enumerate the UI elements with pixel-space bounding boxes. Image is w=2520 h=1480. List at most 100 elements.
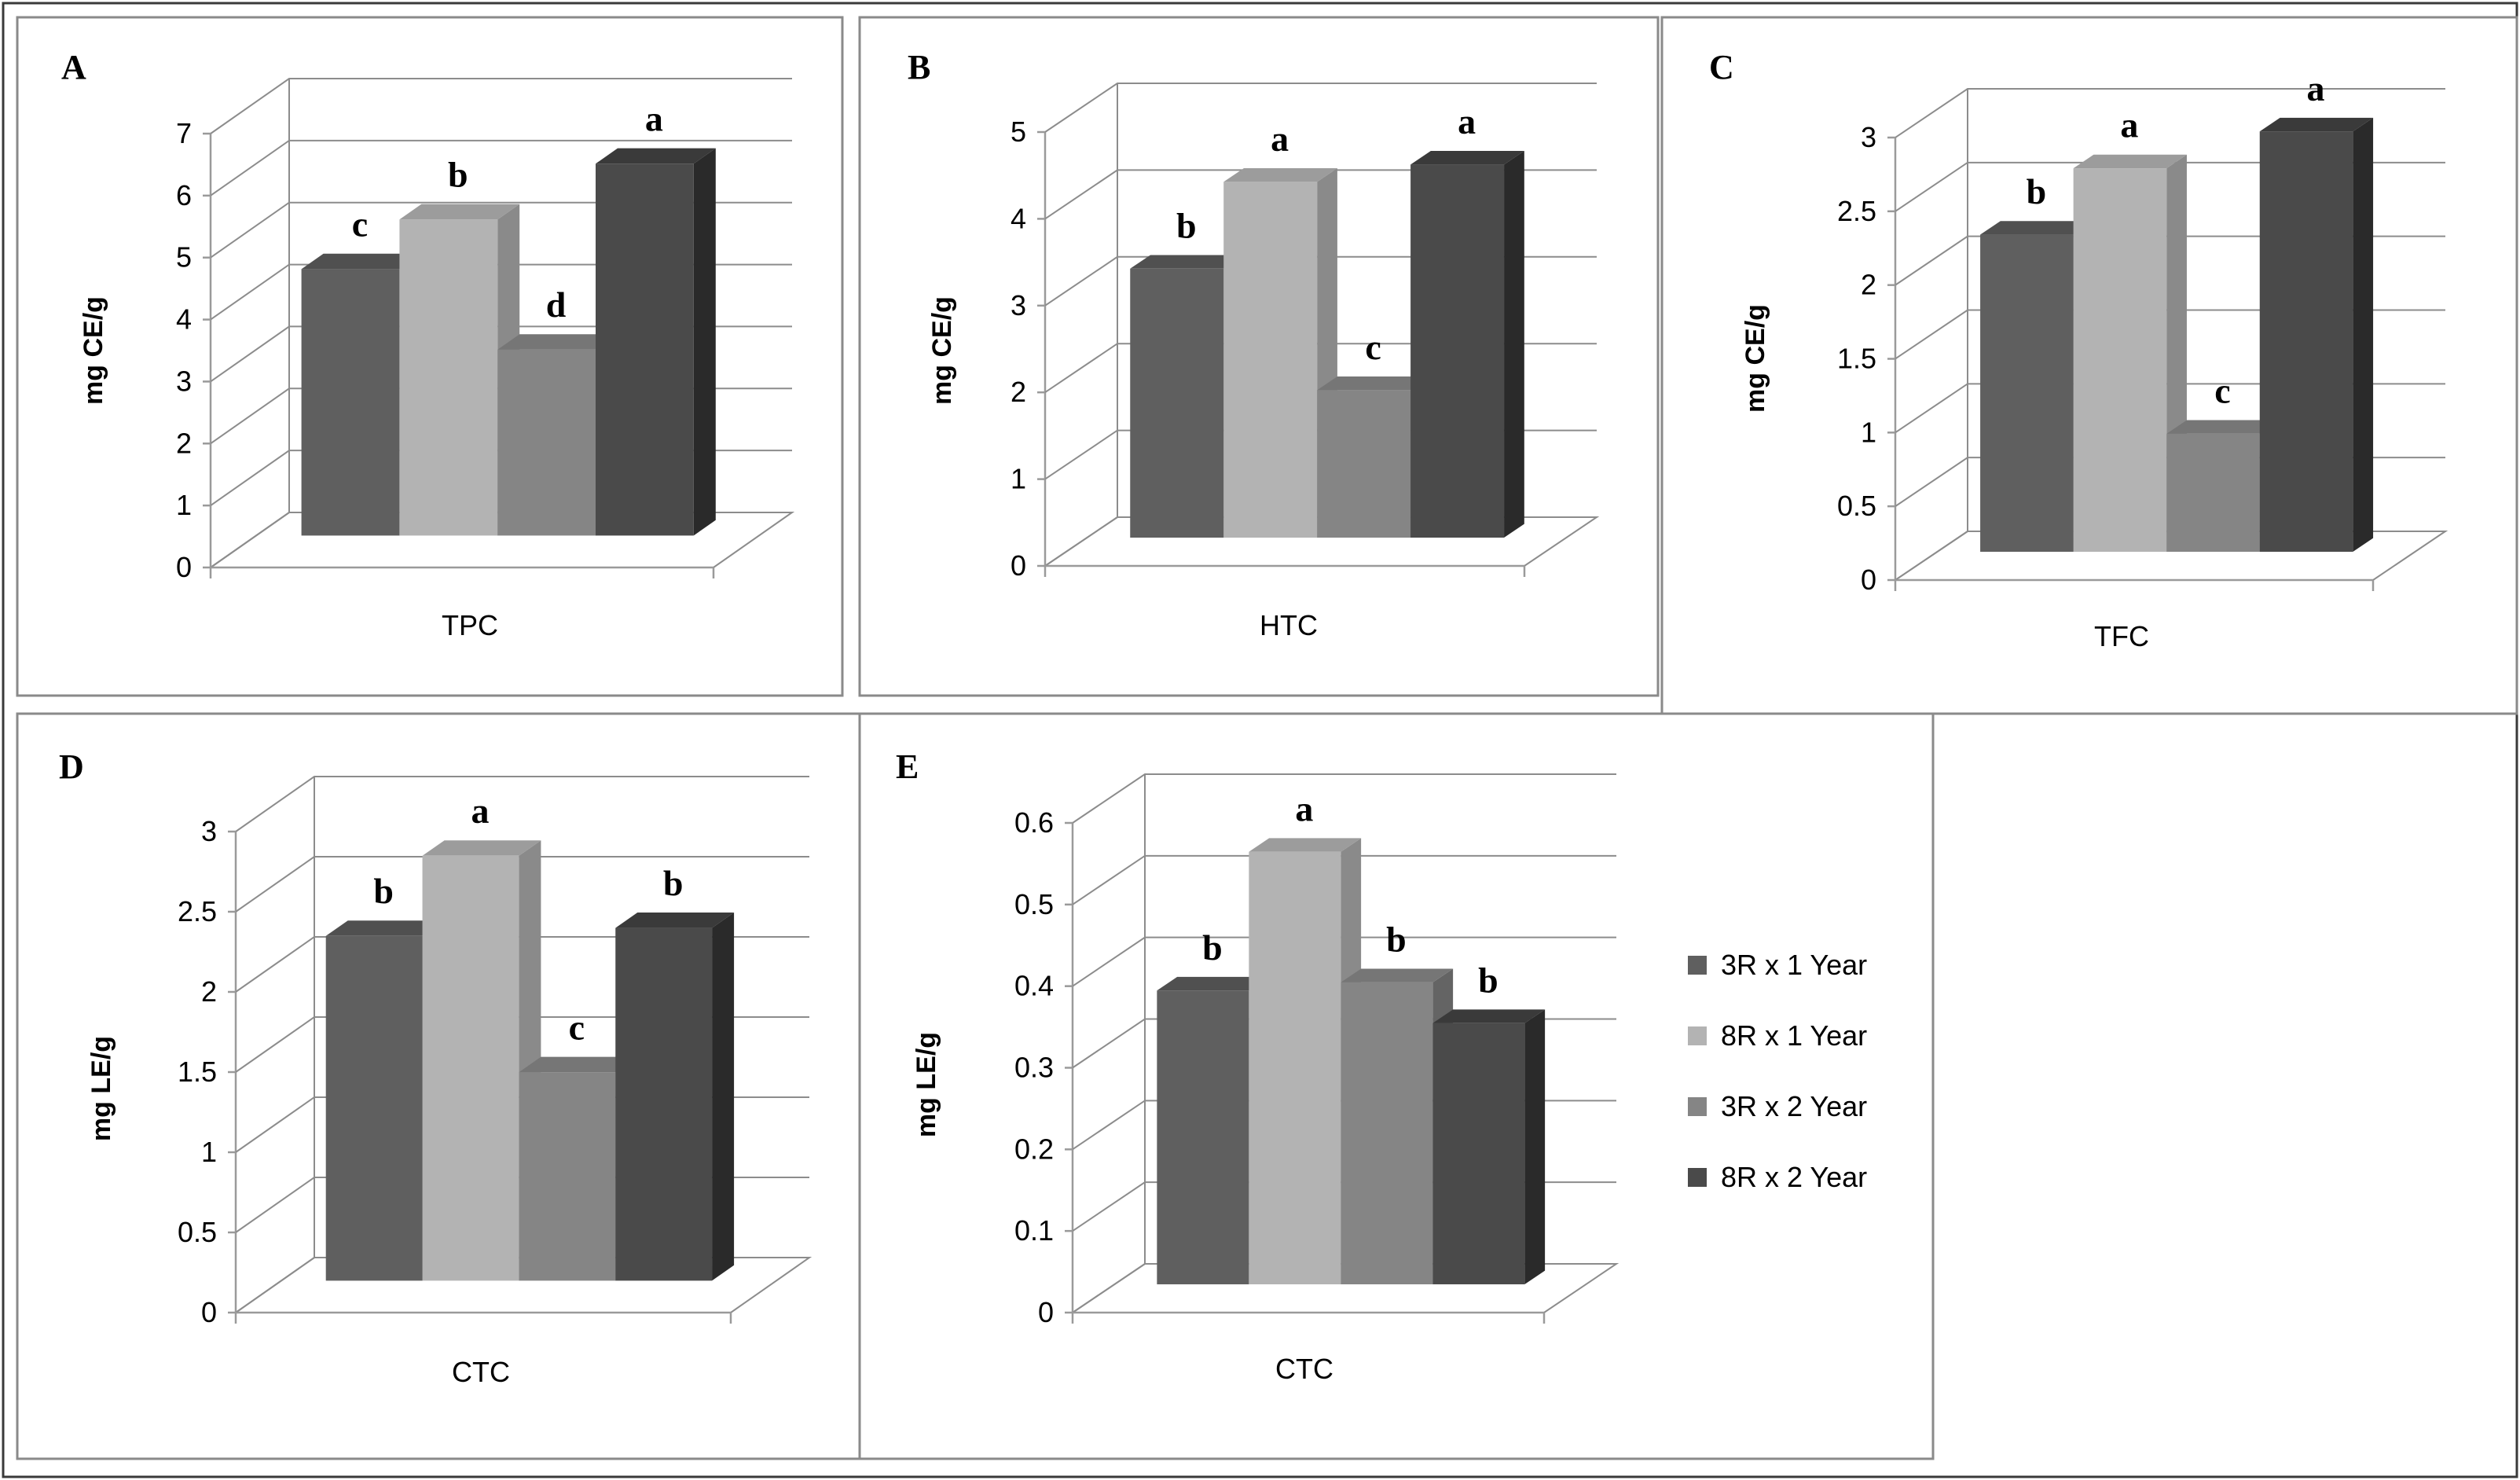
gridline (1072, 936, 1616, 987)
significance-letter: a (2307, 68, 2325, 108)
significance-letter: b (373, 871, 394, 911)
significance-letter: b (663, 863, 684, 903)
y-tick-label: 4 (176, 303, 192, 336)
y-tick-label: 0.3 (1014, 1052, 1054, 1084)
bar-8r-x-2-year (596, 148, 716, 536)
y-tick-label: 2 (1861, 269, 1876, 301)
significance-letter: c (569, 1008, 585, 1048)
bar-top (301, 253, 422, 270)
bar-front (422, 855, 519, 1281)
bar-side (693, 148, 716, 536)
bar-front (1157, 990, 1249, 1285)
significance-letter: b (1202, 927, 1223, 968)
bar-side (2353, 117, 2374, 553)
bar-front (1130, 268, 1224, 538)
legend-item: 8R x 2 Year (1688, 1161, 1867, 1193)
bar-front (301, 269, 400, 536)
bar-front (1980, 234, 2074, 553)
bar-front (596, 163, 694, 536)
y-axis-label: mg CE/g (927, 296, 957, 405)
y-tick-label: 7 (176, 117, 192, 149)
bar-top (422, 840, 541, 856)
legend-label: 8R x 2 Year (1721, 1161, 1867, 1193)
significance-letter: b (1478, 960, 1498, 1000)
panel-letter: C (1709, 48, 1734, 86)
y-tick-label: 0.2 (1014, 1133, 1054, 1165)
y-axis-label: mg CE/g (1741, 304, 1770, 413)
bar-top (497, 334, 618, 350)
gridline (1072, 854, 1616, 905)
significance-letter: a (1271, 119, 1289, 159)
bar-front (1249, 851, 1341, 1285)
y-tick-label: 1 (1861, 416, 1876, 448)
bar-top (1980, 221, 2094, 235)
y-tick-label: 0.5 (1014, 888, 1054, 920)
bar-front (1410, 164, 1505, 538)
y-tick-label: 3 (1011, 289, 1026, 321)
bar-8r-x-2-year (1432, 1009, 1546, 1285)
gridline (1044, 83, 1597, 133)
y-tick-label: 5 (176, 241, 192, 274)
bar-top (1317, 376, 1431, 391)
x-axis-label: TFC (2094, 620, 2149, 652)
significance-letter: b (1176, 205, 1197, 245)
significance-letter: b (1386, 919, 1407, 959)
significance-letter: a (1458, 101, 1476, 141)
panel-letter: B (908, 48, 930, 86)
x-axis-label: CTC (1275, 1353, 1333, 1385)
significance-letter: d (546, 285, 567, 325)
y-tick-label: 2.5 (1837, 195, 1876, 227)
bar-side (712, 913, 735, 1281)
gridline (235, 856, 809, 913)
legend-label: 8R x 1 Year (1721, 1019, 1867, 1052)
y-tick-label: 6 (176, 179, 192, 211)
gridline (210, 139, 792, 196)
y-tick-label: 0 (176, 551, 192, 583)
y-tick-label: 2 (176, 427, 192, 459)
bar-front (1432, 1023, 1525, 1285)
y-axis-label: mg CE/g (79, 296, 108, 405)
bar-front (2073, 168, 2167, 553)
gridline (210, 78, 792, 134)
bar-front (325, 935, 423, 1281)
y-tick-label: 3 (201, 815, 217, 847)
significance-letter: c (2214, 371, 2230, 411)
bar-front (399, 219, 498, 536)
y-axis-label: mg LE/g (912, 1032, 941, 1137)
legend-swatch (1688, 1026, 1707, 1045)
y-tick-label: 1 (1011, 463, 1026, 495)
chart-panels: 0 1 2 3 4 5 6 7 c b d a A TPC mg CE/g 0 1 2 3 4 5 b a c a B HTC mg … (16, 16, 2518, 1460)
y-tick-label: 3 (176, 365, 192, 397)
significance-letter: c (1365, 327, 1381, 367)
y-tick-label: 1 (176, 489, 192, 521)
legend-swatch (1688, 1168, 1707, 1187)
bar-8r-x-2-year (615, 913, 735, 1281)
bar-front (2166, 433, 2260, 553)
y-tick-label: 4 (1011, 202, 1026, 234)
y-tick-label: 0.4 (1014, 970, 1054, 1002)
bar-top (325, 920, 445, 936)
bar-top (1249, 838, 1362, 852)
bar-8r-x-2-year (2259, 117, 2374, 553)
significance-letter: b (448, 155, 468, 195)
bar-side (1504, 150, 1524, 538)
significance-letter: a (1295, 788, 1313, 828)
significance-letter: a (2120, 105, 2138, 145)
legend-item: 3R x 1 Year (1688, 949, 1867, 981)
significance-letter: c (352, 204, 368, 244)
y-tick-label: 1.5 (1837, 343, 1876, 375)
y-axis-label: mg LE/g (86, 1036, 116, 1141)
bar-front (1341, 982, 1433, 1285)
legend-item: 8R x 1 Year (1688, 1019, 1867, 1052)
x-axis-label: CTC (452, 1356, 510, 1388)
y-tick-label: 1.5 (178, 1056, 217, 1088)
bar-top (1130, 255, 1244, 269)
bar-front (1223, 182, 1318, 538)
chart-panel-e: 0 0.1 0.2 0.3 0.4 0.5 0.6 b a b b E CTC mg LE/g (858, 712, 1935, 1460)
gridline (1072, 773, 1616, 824)
bar-top (2166, 420, 2280, 434)
legend-label: 3R x 2 Year (1721, 1090, 1867, 1122)
y-tick-label: 1 (201, 1136, 217, 1168)
y-tick-label: 5 (1011, 116, 1026, 148)
bar-front (1317, 390, 1411, 538)
